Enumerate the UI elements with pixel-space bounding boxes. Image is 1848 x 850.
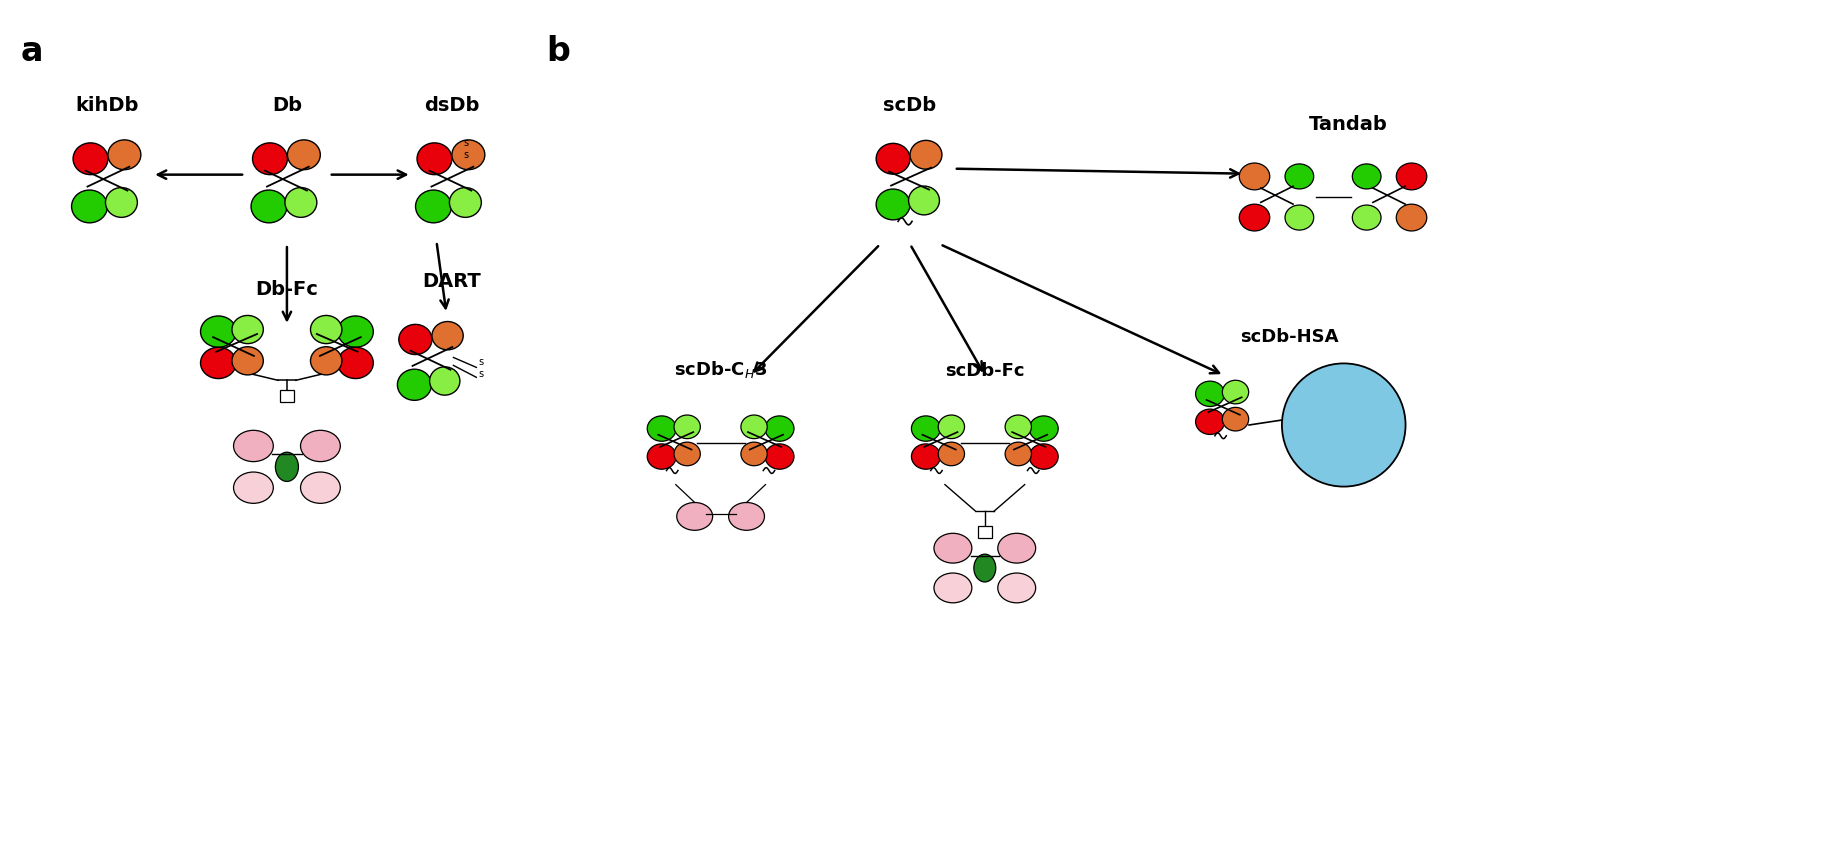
Ellipse shape xyxy=(933,573,972,603)
Ellipse shape xyxy=(911,416,941,441)
Ellipse shape xyxy=(676,502,711,530)
Ellipse shape xyxy=(429,367,460,395)
Ellipse shape xyxy=(105,188,137,218)
Ellipse shape xyxy=(449,188,480,218)
Ellipse shape xyxy=(1029,416,1057,441)
Ellipse shape xyxy=(416,190,451,223)
Ellipse shape xyxy=(998,573,1035,603)
Text: kihDb: kihDb xyxy=(76,96,139,115)
Ellipse shape xyxy=(1351,205,1380,230)
Text: scDb-HSA: scDb-HSA xyxy=(1238,327,1338,345)
Ellipse shape xyxy=(72,190,107,223)
Ellipse shape xyxy=(231,347,262,375)
Text: s: s xyxy=(479,369,482,379)
Ellipse shape xyxy=(1238,163,1270,190)
Text: Db: Db xyxy=(272,96,301,115)
Ellipse shape xyxy=(1222,380,1247,404)
Ellipse shape xyxy=(418,143,451,174)
Ellipse shape xyxy=(399,325,432,354)
Ellipse shape xyxy=(911,444,941,469)
Ellipse shape xyxy=(1395,163,1427,190)
Ellipse shape xyxy=(907,186,939,215)
Text: scDb: scDb xyxy=(883,96,937,115)
Ellipse shape xyxy=(647,416,676,441)
Ellipse shape xyxy=(1005,415,1031,439)
Ellipse shape xyxy=(933,533,972,563)
Text: DART: DART xyxy=(421,272,480,291)
Ellipse shape xyxy=(286,140,320,170)
Text: scDb-Fc: scDb-Fc xyxy=(944,362,1024,380)
Ellipse shape xyxy=(741,415,767,439)
Ellipse shape xyxy=(275,452,298,481)
Text: s: s xyxy=(479,357,482,367)
Ellipse shape xyxy=(233,472,274,503)
Ellipse shape xyxy=(1284,205,1314,230)
Ellipse shape xyxy=(937,415,965,439)
Ellipse shape xyxy=(1284,164,1314,189)
Ellipse shape xyxy=(231,315,262,343)
Ellipse shape xyxy=(1238,204,1270,231)
Ellipse shape xyxy=(1222,407,1247,431)
Ellipse shape xyxy=(233,430,274,462)
Ellipse shape xyxy=(107,140,140,170)
Circle shape xyxy=(1281,364,1404,486)
Ellipse shape xyxy=(647,444,676,469)
Ellipse shape xyxy=(301,430,340,462)
Ellipse shape xyxy=(301,472,340,503)
Text: s
s: s s xyxy=(464,138,468,160)
Ellipse shape xyxy=(998,533,1035,563)
Ellipse shape xyxy=(974,554,996,582)
Ellipse shape xyxy=(310,347,342,375)
Ellipse shape xyxy=(1351,164,1380,189)
Text: Tandab: Tandab xyxy=(1308,115,1388,134)
Ellipse shape xyxy=(251,190,286,223)
Ellipse shape xyxy=(675,442,700,466)
Ellipse shape xyxy=(909,140,941,169)
Ellipse shape xyxy=(200,316,237,348)
Ellipse shape xyxy=(765,444,793,469)
Ellipse shape xyxy=(876,144,909,174)
Text: b: b xyxy=(545,35,569,67)
Ellipse shape xyxy=(338,348,373,378)
Ellipse shape xyxy=(74,143,107,174)
Ellipse shape xyxy=(1029,444,1057,469)
Ellipse shape xyxy=(310,315,342,343)
FancyBboxPatch shape xyxy=(279,390,294,402)
Ellipse shape xyxy=(200,348,237,378)
Text: scDb-C$_{H}$3: scDb-C$_{H}$3 xyxy=(675,360,767,380)
FancyBboxPatch shape xyxy=(978,526,991,538)
Ellipse shape xyxy=(1005,442,1031,466)
Ellipse shape xyxy=(741,442,767,466)
Ellipse shape xyxy=(1395,204,1427,231)
Ellipse shape xyxy=(432,321,464,350)
Ellipse shape xyxy=(937,442,965,466)
Ellipse shape xyxy=(1196,409,1223,434)
Ellipse shape xyxy=(1196,381,1223,406)
Ellipse shape xyxy=(253,143,286,174)
Text: dsDb: dsDb xyxy=(423,96,479,115)
Ellipse shape xyxy=(397,369,431,400)
Ellipse shape xyxy=(338,316,373,348)
Ellipse shape xyxy=(876,189,909,220)
Ellipse shape xyxy=(765,416,793,441)
Ellipse shape xyxy=(675,415,700,439)
Ellipse shape xyxy=(285,188,316,218)
Text: Db-Fc: Db-Fc xyxy=(255,280,318,299)
Ellipse shape xyxy=(451,140,484,170)
Ellipse shape xyxy=(728,502,763,530)
Text: a: a xyxy=(20,35,43,67)
